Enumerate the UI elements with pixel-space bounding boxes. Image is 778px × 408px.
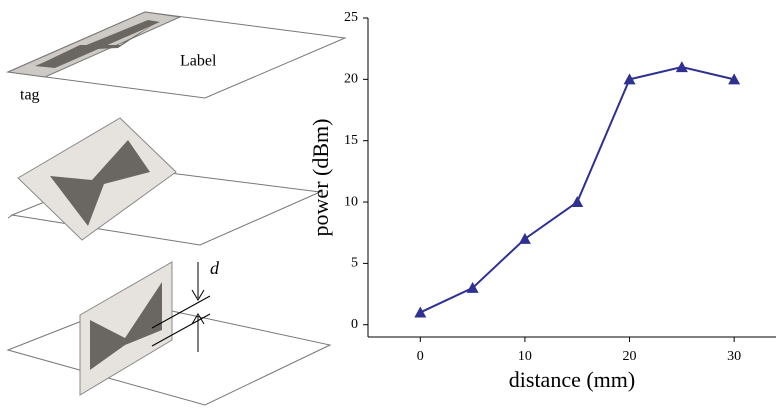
y-tick-label: 10: [344, 194, 358, 209]
y-tick-label: 5: [351, 256, 358, 271]
arrow: [191, 313, 205, 325]
gap-line: [151, 313, 211, 347]
point-marker: [728, 73, 741, 85]
plane-label: Label: [180, 53, 217, 70]
point-marker: [518, 232, 531, 244]
y-tick-label: 25: [344, 10, 358, 25]
edge: [7, 213, 15, 219]
point-marker: [623, 73, 636, 85]
x-tick-label: 30: [727, 349, 741, 364]
x-tick-label: 0: [417, 349, 424, 364]
y-tick-label: 0: [351, 317, 358, 332]
arrow: [191, 289, 205, 301]
x-axis-label: distance (mm): [509, 367, 635, 392]
tag-vertical: [79, 261, 173, 396]
point-marker: [414, 306, 427, 318]
chart: 0 5 10 15 20 25 0 10 20 30 distance (mm) power (dBm…: [308, 10, 776, 392]
bowtie: [90, 282, 162, 370]
bowtie: [50, 140, 150, 226]
point-marker: [675, 61, 688, 73]
x-tick-label: 20: [623, 349, 637, 364]
point-marker: [466, 281, 479, 293]
illustration: Label tag d: [6, 11, 347, 406]
gap-line: [151, 295, 211, 329]
series-line: [419, 66, 735, 314]
y-tick-label: 20: [344, 72, 358, 87]
y-tick-label: 15: [344, 133, 358, 148]
x-tick-label: 10: [518, 349, 532, 364]
tag-label: tag: [20, 87, 40, 104]
gap-label: d: [210, 258, 220, 278]
y-axis-label: power (dBm): [308, 119, 333, 237]
point-marker: [571, 196, 584, 208]
bowtie: [35, 20, 160, 68]
